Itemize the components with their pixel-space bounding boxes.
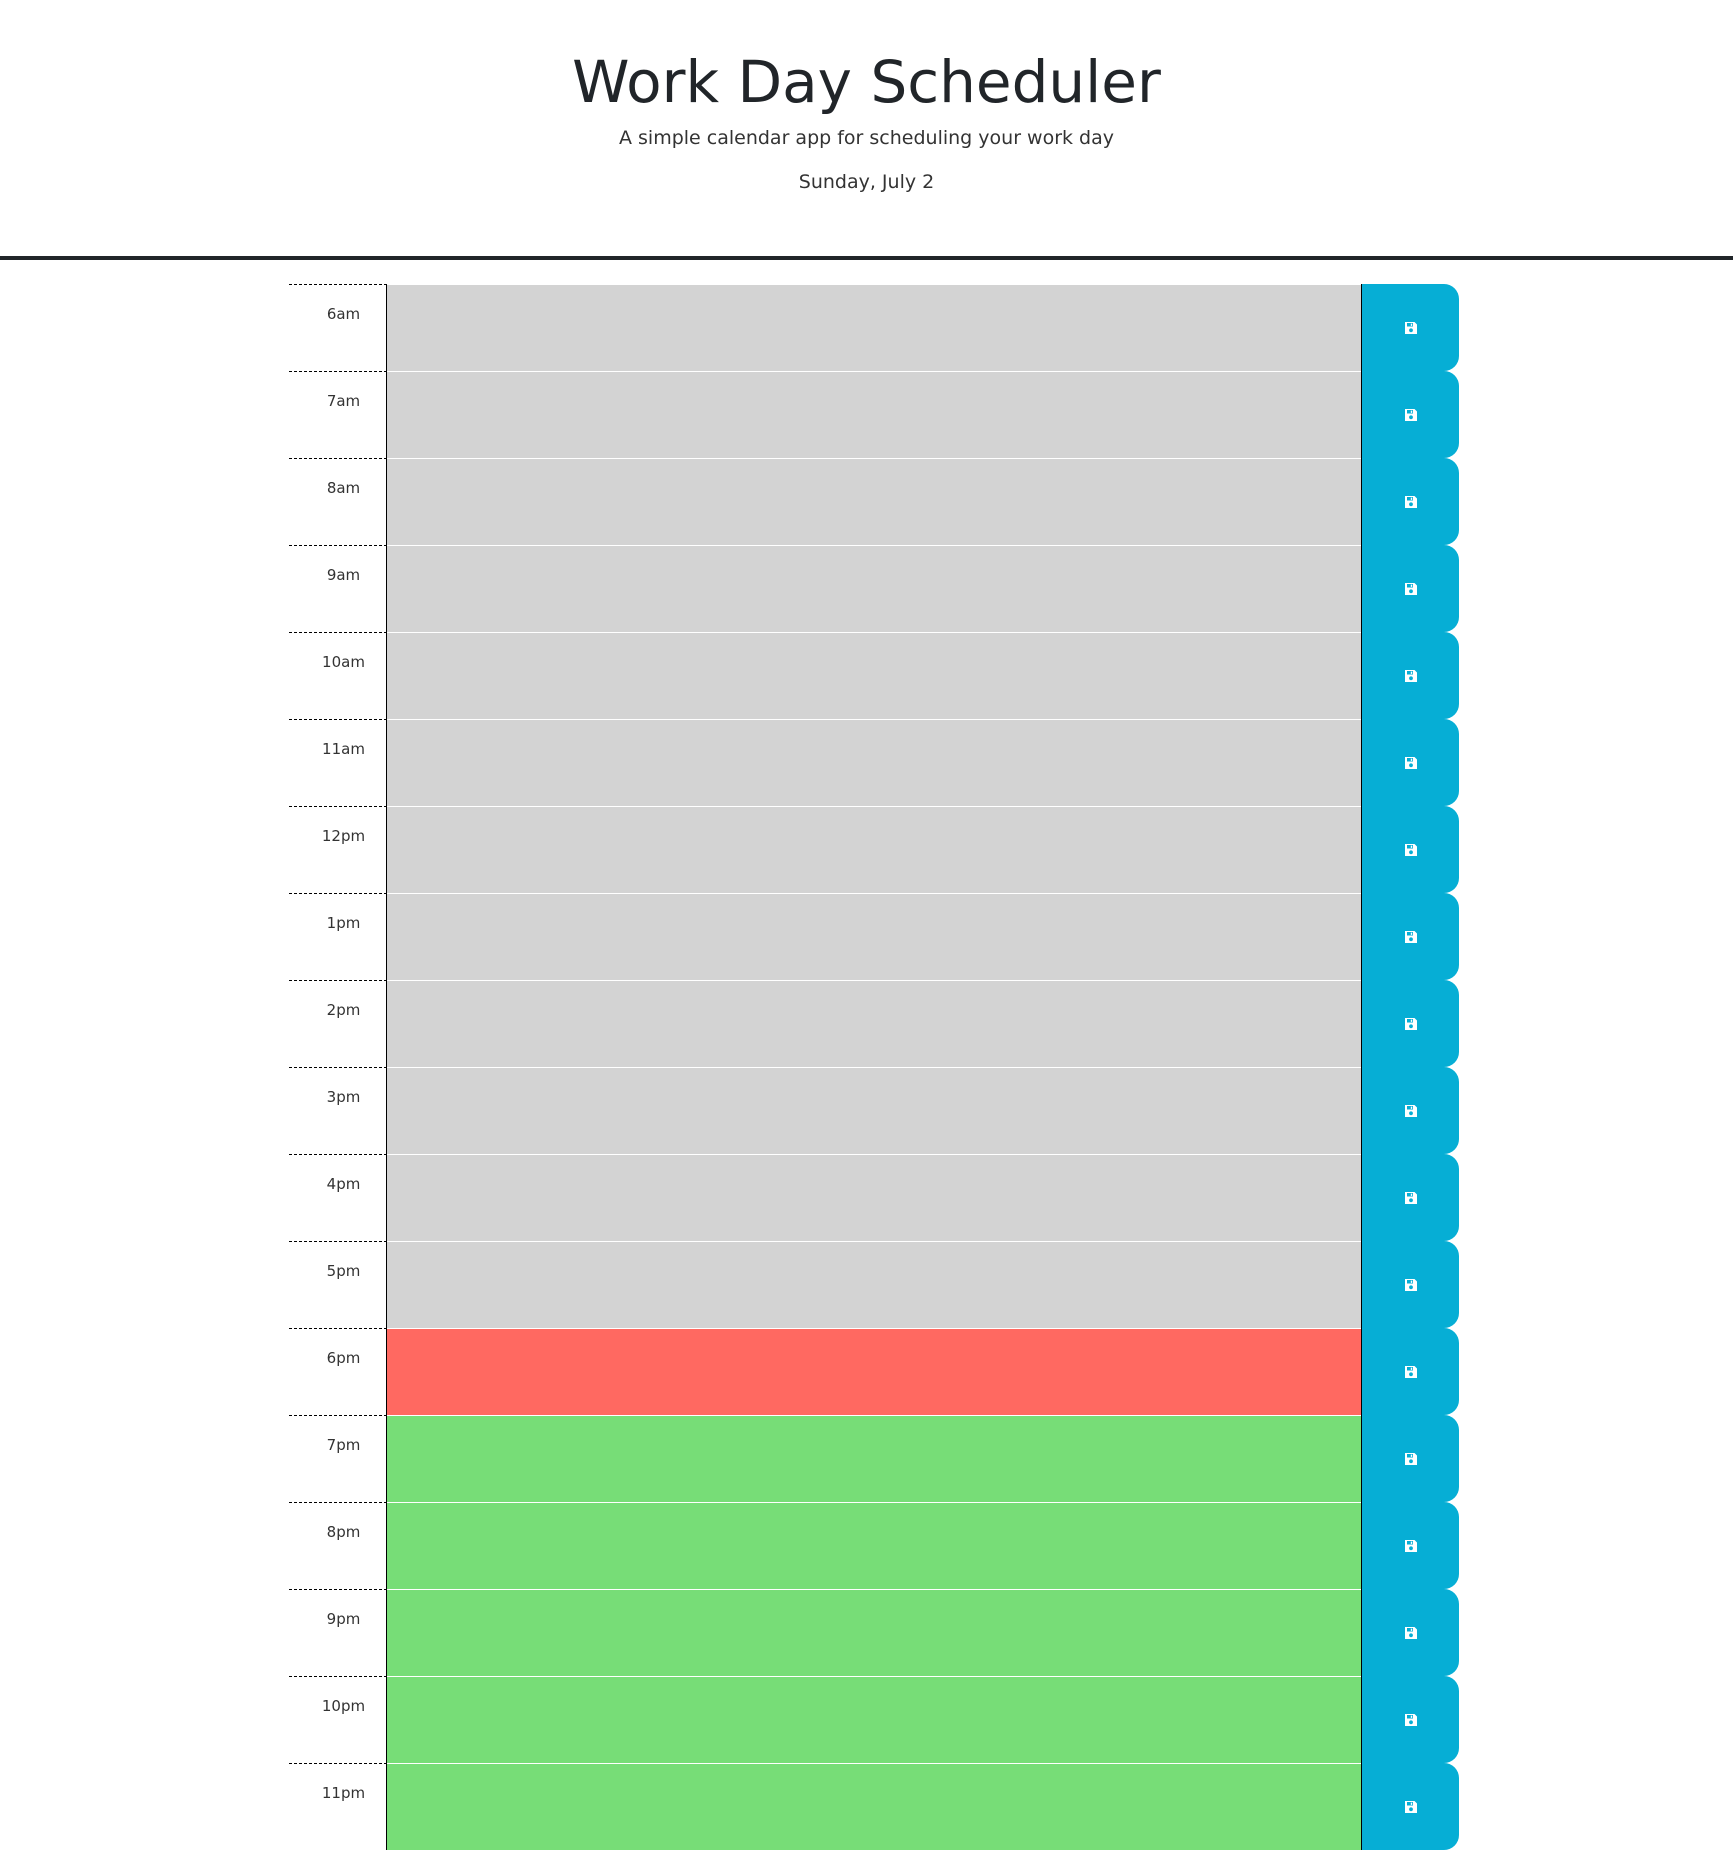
event-description-input[interactable] — [387, 284, 1361, 371]
save-button[interactable] — [1361, 1502, 1459, 1589]
save-button[interactable] — [1361, 1328, 1459, 1415]
save-button[interactable] — [1361, 458, 1459, 545]
event-description-input[interactable] — [387, 1763, 1361, 1850]
floppy-disk-icon — [1404, 1800, 1418, 1814]
event-description-input[interactable] — [387, 893, 1361, 980]
save-button[interactable] — [1361, 1415, 1459, 1502]
event-description-input[interactable] — [387, 719, 1361, 806]
time-block-row: 4pm — [289, 1154, 1459, 1241]
page-subtitle: A simple calendar app for scheduling you… — [618, 127, 1115, 149]
event-description-input[interactable] — [387, 458, 1361, 545]
event-description-input[interactable] — [387, 632, 1361, 719]
hour-label: 10pm — [289, 1676, 387, 1763]
time-block-row: 11am — [289, 719, 1459, 806]
time-block-row: 8am — [289, 458, 1459, 545]
save-button[interactable] — [1361, 284, 1459, 371]
time-block-row: 7pm — [289, 1415, 1459, 1502]
hour-label: 7am — [289, 371, 387, 458]
save-button[interactable] — [1361, 806, 1459, 893]
floppy-disk-icon — [1404, 669, 1418, 683]
save-button[interactable] — [1361, 1067, 1459, 1154]
event-description-input[interactable] — [387, 1328, 1361, 1415]
floppy-disk-icon — [1404, 1452, 1418, 1466]
hour-label: 1pm — [289, 893, 387, 980]
floppy-disk-icon — [1404, 1713, 1418, 1727]
hour-label: 11pm — [289, 1763, 387, 1850]
hour-label: 3pm — [289, 1067, 387, 1154]
event-description-input[interactable] — [387, 1676, 1361, 1763]
event-description-input[interactable] — [387, 371, 1361, 458]
time-block-row: 1pm — [289, 893, 1459, 980]
current-day: Sunday, July 2 — [798, 171, 935, 193]
save-button[interactable] — [1361, 1589, 1459, 1676]
save-button[interactable] — [1361, 893, 1459, 980]
save-button[interactable] — [1361, 1241, 1459, 1328]
hour-label: 7pm — [289, 1415, 387, 1502]
event-description-input[interactable] — [387, 1502, 1361, 1589]
time-block-row: 9am — [289, 545, 1459, 632]
floppy-disk-icon — [1404, 582, 1418, 596]
time-block-row: 2pm — [289, 980, 1459, 1067]
floppy-disk-icon — [1404, 1626, 1418, 1640]
floppy-disk-icon — [1404, 756, 1418, 770]
save-button[interactable] — [1361, 719, 1459, 806]
save-button[interactable] — [1361, 1676, 1459, 1763]
hour-label: 12pm — [289, 806, 387, 893]
save-button[interactable] — [1361, 632, 1459, 719]
schedule-container: 6am 7am 8am 9am 10am 11am 12pm 1pm 2pm 3pm 4pm 5pm 6… — [289, 284, 1459, 1850]
event-description-input[interactable] — [387, 1415, 1361, 1502]
floppy-disk-icon — [1404, 1017, 1418, 1031]
event-description-input[interactable] — [387, 1589, 1361, 1676]
time-block-row: 10pm — [289, 1676, 1459, 1763]
hour-label: 8pm — [289, 1502, 387, 1589]
page-header: Work Day Scheduler A simple calendar app… — [0, 0, 1733, 260]
event-description-input[interactable] — [387, 1154, 1361, 1241]
time-block-row: 11pm — [289, 1763, 1459, 1850]
time-block-row: 6pm — [289, 1328, 1459, 1415]
save-button[interactable] — [1361, 1763, 1459, 1850]
floppy-disk-icon — [1404, 1539, 1418, 1553]
floppy-disk-icon — [1404, 843, 1418, 857]
hour-label: 6pm — [289, 1328, 387, 1415]
floppy-disk-icon — [1404, 930, 1418, 944]
time-block-row: 7am — [289, 371, 1459, 458]
save-button[interactable] — [1361, 371, 1459, 458]
hour-label: 9am — [289, 545, 387, 632]
event-description-input[interactable] — [387, 980, 1361, 1067]
event-description-input[interactable] — [387, 806, 1361, 893]
time-block-row: 10am — [289, 632, 1459, 719]
page-title: Work Day Scheduler — [572, 48, 1161, 116]
floppy-disk-icon — [1404, 495, 1418, 509]
floppy-disk-icon — [1404, 408, 1418, 422]
event-description-input[interactable] — [387, 1241, 1361, 1328]
event-description-input[interactable] — [387, 1067, 1361, 1154]
hour-label: 11am — [289, 719, 387, 806]
hour-label: 6am — [289, 284, 387, 371]
save-button[interactable] — [1361, 1154, 1459, 1241]
floppy-disk-icon — [1404, 321, 1418, 335]
time-block-row: 3pm — [289, 1067, 1459, 1154]
floppy-disk-icon — [1404, 1365, 1418, 1379]
time-block-row: 9pm — [289, 1589, 1459, 1676]
hour-label: 10am — [289, 632, 387, 719]
hour-label: 8am — [289, 458, 387, 545]
time-block-row: 6am — [289, 284, 1459, 371]
hour-label: 2pm — [289, 980, 387, 1067]
floppy-disk-icon — [1404, 1191, 1418, 1205]
hour-label: 5pm — [289, 1241, 387, 1328]
event-description-input[interactable] — [387, 545, 1361, 632]
floppy-disk-icon — [1404, 1104, 1418, 1118]
hour-label: 9pm — [289, 1589, 387, 1676]
floppy-disk-icon — [1404, 1278, 1418, 1292]
hour-label: 4pm — [289, 1154, 387, 1241]
time-block-row: 12pm — [289, 806, 1459, 893]
save-button[interactable] — [1361, 980, 1459, 1067]
time-block-row: 8pm — [289, 1502, 1459, 1589]
save-button[interactable] — [1361, 545, 1459, 632]
time-block-row: 5pm — [289, 1241, 1459, 1328]
